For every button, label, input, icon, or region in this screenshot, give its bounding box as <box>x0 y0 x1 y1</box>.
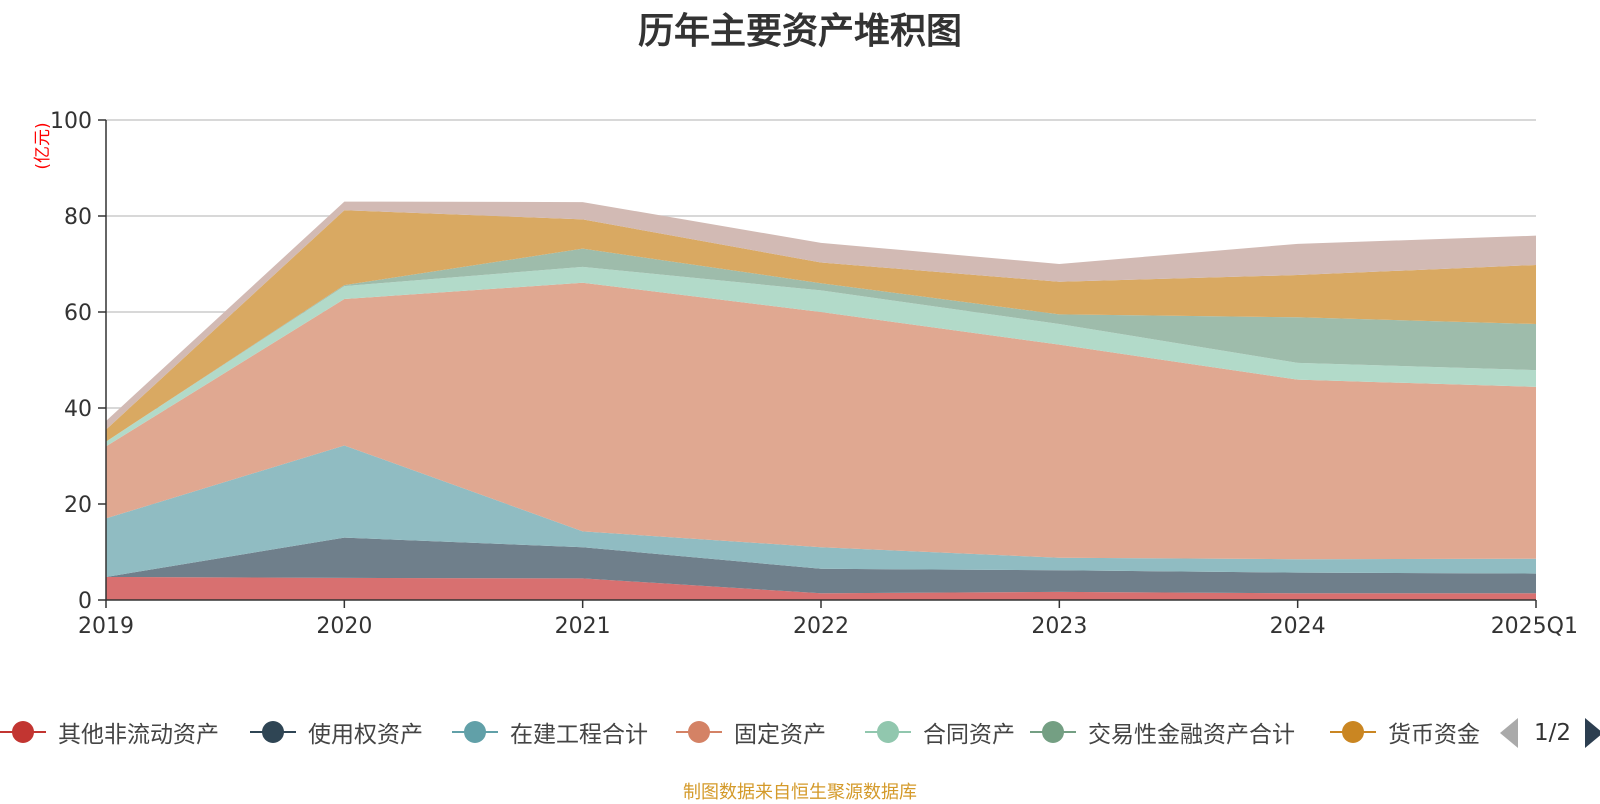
x-tick-label: 2023 <box>1031 614 1087 639</box>
legend-label: 其他非流动资产 <box>58 722 219 748</box>
legend-label: 合同资产 <box>923 722 1015 748</box>
page-indicator: 1/2 <box>1534 720 1572 746</box>
legend-marker-icon <box>452 719 498 745</box>
legend-label: 使用权资产 <box>308 722 423 748</box>
area-series-3 <box>106 282 1536 560</box>
legend-item[interactable]: 固定资产 <box>676 717 826 748</box>
stacked-area-chart: 0 20 40 60 80 100 2019 2020 2021 2022 2023 2024 2025… <box>33 109 1578 639</box>
area-series <box>106 201 1536 600</box>
legend-marker-icon <box>0 719 46 745</box>
y-tick-label: 80 <box>64 205 92 230</box>
y-tick-label: 40 <box>64 397 92 422</box>
area-series-1 <box>106 537 1536 594</box>
legend-marker-icon <box>250 719 296 745</box>
legend-label: 在建工程合计 <box>510 722 648 748</box>
next-page-icon[interactable] <box>1585 718 1600 748</box>
y-tick-label: 100 <box>50 109 92 134</box>
y-tick-label: 0 <box>78 589 92 614</box>
y-tick-label: 20 <box>64 493 92 518</box>
y-tick-label: 60 <box>64 301 92 326</box>
legend: 其他非流动资产 使用权资产 在建工程合计 固定资产 合同资产 交易性金融资产合计 货币资金 <box>0 717 1600 748</box>
axes <box>98 119 1537 608</box>
data-source-note: 制图数据来自恒生聚源数据库 <box>683 782 917 803</box>
legend-label: 货币资金 <box>1388 722 1480 748</box>
x-tick-label: 2020 <box>316 614 372 639</box>
legend-marker-icon <box>1330 719 1376 745</box>
area-series-0 <box>106 576 1536 600</box>
chart-title: 历年主要资产堆积图 <box>637 11 962 52</box>
legend-pager: 1/2 <box>1500 717 1600 749</box>
y-axis-unit-label: (亿元) <box>33 122 53 169</box>
legend-item[interactable]: 其他非流动资产 <box>0 717 219 748</box>
legend-item[interactable]: 在建工程合计 <box>452 717 648 748</box>
legend-label: 固定资产 <box>734 722 826 748</box>
x-tick-label: 2022 <box>793 614 849 639</box>
area-series-4 <box>106 266 1536 447</box>
legend-item[interactable]: 合同资产 <box>865 717 1015 748</box>
legend-item[interactable]: 货币资金 <box>1330 717 1480 748</box>
tick-labels: 0 20 40 60 80 100 2019 2020 2021 2022 2023 2024 2025… <box>50 109 1578 639</box>
legend-item[interactable]: 使用权资产 <box>250 717 423 748</box>
legend-marker-icon <box>865 719 911 745</box>
area-series-5 <box>106 248 1536 442</box>
legend-label: 交易性金融资产合计 <box>1088 722 1295 748</box>
x-tick-label: 2024 <box>1270 614 1326 639</box>
area-series-2 <box>106 445 1536 577</box>
legend-marker-icon <box>676 719 722 745</box>
legend-item[interactable]: 交易性金融资产合计 <box>1030 717 1295 748</box>
x-tick-label: 2019 <box>78 614 134 639</box>
x-tick-label: 2021 <box>555 614 611 639</box>
area-series-7 <box>106 201 1536 430</box>
previous-page-icon[interactable] <box>1500 718 1518 748</box>
x-tick-label: 2025Q1 <box>1491 614 1578 639</box>
legend-marker-icon <box>1030 719 1076 745</box>
